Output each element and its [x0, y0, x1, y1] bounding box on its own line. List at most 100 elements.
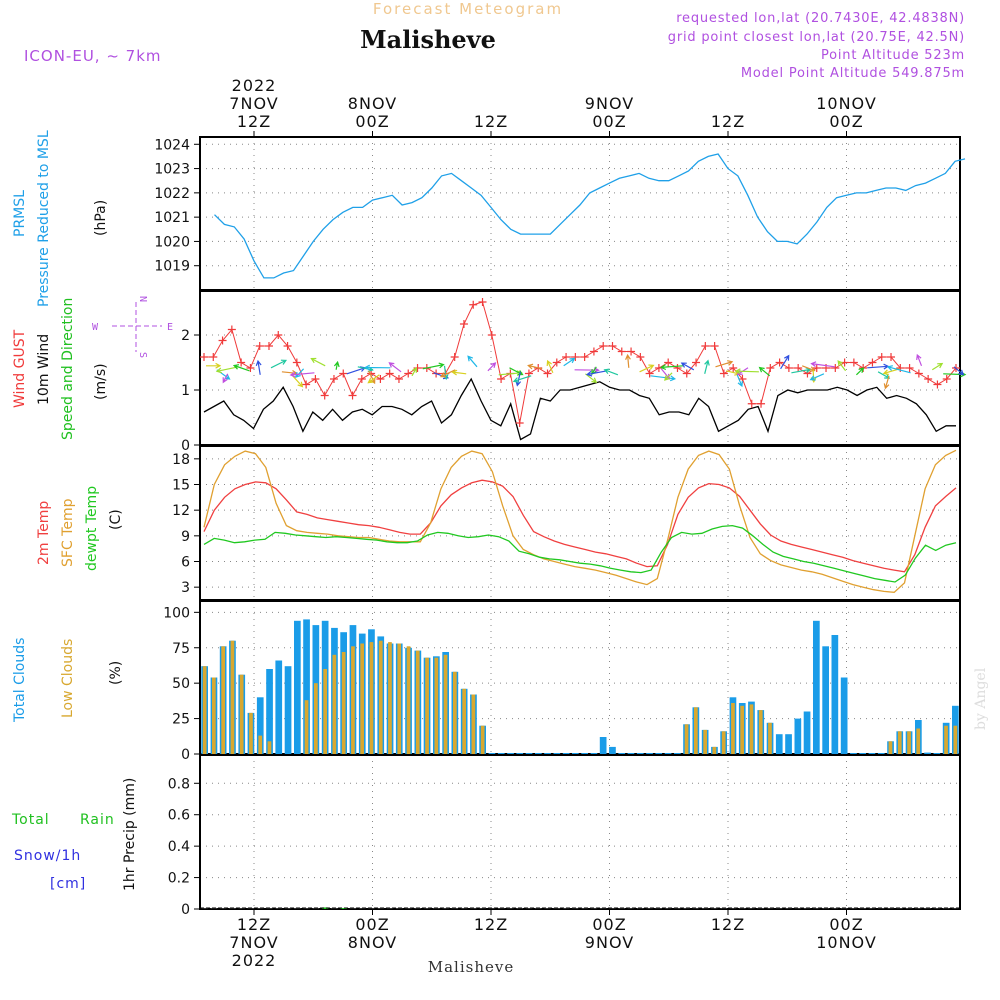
temp-unit: (C) [108, 509, 124, 530]
precip-bar [850, 908, 857, 909]
low-cloud-bar [916, 728, 921, 754]
time-label-bottom: 12Z [711, 915, 745, 934]
precip-bar [729, 908, 737, 909]
low-cloud-bar [480, 725, 485, 754]
y-tick-label: 0.6 [168, 808, 190, 824]
gust-marker [246, 364, 255, 372]
low-cloud-bar [453, 671, 457, 754]
precip-bar [915, 908, 922, 909]
precip-bar [303, 908, 310, 909]
time-label-bottom: 10NOV [816, 933, 877, 952]
wind-direction-arrow [704, 359, 710, 374]
gust-marker [404, 369, 413, 378]
gust-marker [497, 375, 506, 383]
model-point-altitude: Model Point Altitude 549.875m [741, 66, 965, 81]
gust-marker [283, 342, 292, 350]
low-cloud-bar [212, 677, 216, 754]
precip-bar [933, 908, 941, 909]
wind-direction-arrow [585, 370, 608, 377]
pressure-panel: 1019 1020 1021 1022 1023 1024 [154, 136, 966, 291]
wind-direction-arrow [439, 369, 456, 378]
gust-marker [868, 358, 877, 367]
total-cloud-bar [877, 753, 885, 754]
wind-direction-arrow [639, 364, 655, 373]
gust-marker [942, 375, 951, 383]
gust-marker [571, 353, 580, 361]
y-tick-label: 3 [181, 580, 190, 596]
time-label-bottom: 12Z [237, 915, 271, 934]
low-cloud-bar [239, 674, 244, 754]
total-cloud-bar [655, 753, 663, 754]
wind-direction-arrow [367, 374, 380, 384]
low-cloud-bar [897, 731, 902, 754]
y-tick-label: 0 [181, 902, 190, 918]
watermark: by Angel [973, 667, 989, 730]
precip-total-label: Total [11, 812, 50, 828]
low-cloud-bar [425, 657, 429, 754]
gust-marker [747, 399, 756, 408]
total-cloud-bar [933, 753, 941, 754]
panels: 1019102010211022102310240123691215180255… [154, 136, 967, 918]
wind-direction-arrow [780, 354, 790, 370]
gust-marker [812, 364, 821, 372]
wind-gust-label: Wind GUST [12, 329, 28, 408]
wind-direction-arrow [333, 360, 340, 370]
low-cloud-bar [230, 640, 235, 754]
low-cloud-bar [369, 642, 374, 754]
grid-point-coords: grid point closest lon,lat (20.75E, 42.5… [668, 30, 965, 45]
y-tick-label: 25 [172, 712, 190, 728]
gust-marker [589, 347, 598, 356]
time-label-top: 7NOV [229, 94, 278, 113]
total-cloud-bar [803, 711, 811, 754]
precip-bar [405, 908, 412, 909]
total-cloud-bar [664, 753, 672, 754]
wind-labels: Wind GUST 10m Wind Speed and Direction (… [12, 296, 173, 440]
total-cloud-bar [581, 753, 588, 754]
gust-marker [645, 369, 654, 378]
total-cloud-bar [822, 646, 829, 754]
low-cloud-bar [758, 710, 763, 754]
gust-marker [394, 375, 403, 383]
precip-bar [340, 908, 347, 909]
y-tick-label: 6 [181, 555, 190, 571]
gust-marker [237, 358, 246, 367]
y-tick-label: 15 [172, 478, 190, 494]
time-label-top: 8NOV [348, 94, 397, 113]
precip-bar [284, 908, 292, 909]
time-label-top: 00Z [829, 112, 863, 131]
gust-marker [311, 375, 320, 383]
wind-direction-arrow [206, 362, 222, 369]
total-cloud-bar [507, 753, 514, 754]
wind-gust-line [204, 301, 957, 424]
time-label-top: 12Z [711, 112, 745, 131]
precip-bar [609, 908, 616, 909]
wind-direction-arrow [487, 362, 497, 372]
gust-marker [413, 364, 422, 372]
time-label-top: 12Z [474, 112, 508, 131]
wind-direction-arrow [953, 366, 965, 376]
low-cloud-bar [434, 657, 439, 754]
wind-frame [199, 290, 961, 446]
gust-marker [914, 369, 923, 378]
gust-marker [469, 300, 478, 309]
gust-marker [320, 391, 329, 400]
wind-direction-arrow [512, 375, 532, 383]
time-label-top: 2022 [232, 76, 277, 95]
low-cloud-bar [684, 724, 689, 755]
wind-direction-arrow [388, 362, 402, 373]
gust-marker [933, 380, 942, 389]
wind-10m-label: 10m Wind [36, 334, 52, 405]
wind-direction-arrow [680, 362, 695, 371]
wind-direction-arrow [916, 353, 923, 367]
temp-2m-label: 2m Temp [36, 501, 52, 565]
temp-dew-line [203, 524, 957, 583]
low-cloud-bar [471, 694, 476, 754]
gust-marker [599, 342, 608, 350]
gust-marker [794, 364, 803, 372]
gust-marker [905, 364, 914, 372]
wind-10m-line [203, 377, 956, 441]
wind-direction-arrow [877, 371, 891, 379]
time-label-bottom: 8NOV [348, 933, 397, 952]
precip-bar [238, 908, 245, 909]
